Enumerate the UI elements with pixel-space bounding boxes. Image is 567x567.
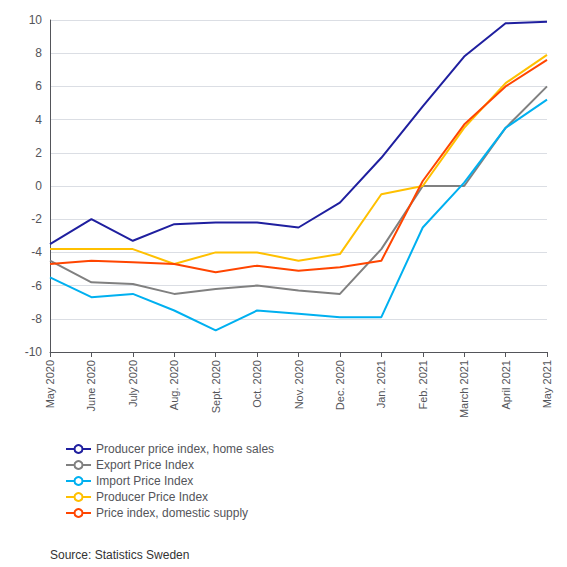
svg-text:10: 10 [29, 13, 43, 27]
svg-text:-6: -6 [31, 279, 42, 293]
svg-text:May 2020: May 2020 [44, 360, 56, 408]
svg-text:Jan. 2021: Jan. 2021 [375, 360, 387, 408]
svg-text:Price index, domestic supply: Price index, domestic supply [96, 506, 248, 520]
svg-text:Feb. 2021: Feb. 2021 [417, 360, 429, 410]
svg-text:-2: -2 [31, 212, 42, 226]
svg-text:June 2020: June 2020 [85, 360, 97, 411]
svg-text:Export Price Index: Export Price Index [96, 458, 194, 472]
svg-text:July 2020: July 2020 [127, 360, 139, 407]
svg-text:-10: -10 [25, 345, 43, 359]
svg-text:Producer Price Index: Producer Price Index [96, 490, 208, 504]
svg-text:Dec. 2020: Dec. 2020 [334, 360, 346, 410]
svg-text:April 2021: April 2021 [500, 360, 512, 410]
svg-text:Aug. 2020: Aug. 2020 [168, 360, 180, 410]
svg-text:-4: -4 [31, 245, 42, 259]
svg-text:-8: -8 [31, 312, 42, 326]
svg-text:6: 6 [35, 79, 42, 93]
svg-text:0: 0 [35, 179, 42, 193]
svg-text:Source: Statistics Sweden: Source: Statistics Sweden [50, 548, 189, 562]
svg-text:8: 8 [35, 46, 42, 60]
svg-text:2: 2 [35, 146, 42, 160]
svg-text:4: 4 [35, 113, 42, 127]
svg-text:Sept. 2020: Sept. 2020 [210, 360, 222, 413]
svg-text:Producer price index, home sal: Producer price index, home sales [96, 442, 274, 456]
svg-text:Nov. 2020: Nov. 2020 [293, 360, 305, 409]
svg-text:Import Price Index: Import Price Index [96, 474, 193, 488]
svg-text:Oct. 2020: Oct. 2020 [251, 360, 263, 408]
svg-text:May 2021: May 2021 [541, 360, 553, 408]
svg-text:March 2021: March 2021 [458, 360, 470, 418]
